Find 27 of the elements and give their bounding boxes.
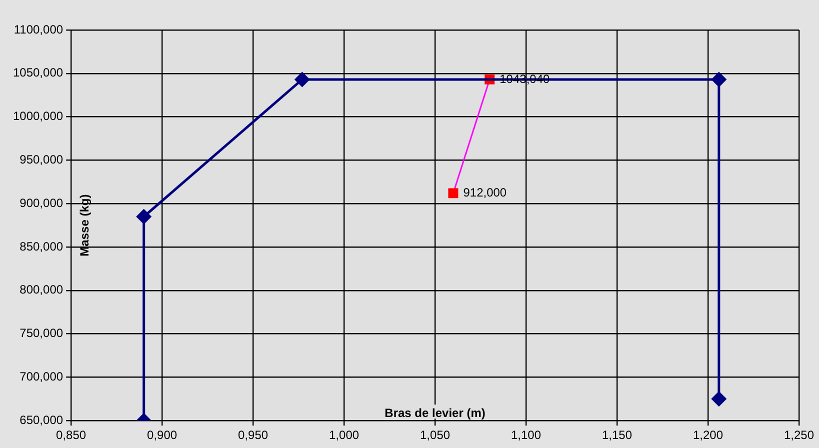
y-tick-label: 850,000 (20, 239, 64, 254)
y-tick-label: 700,000 (20, 370, 64, 384)
y-tick-label: 900,000 (20, 196, 64, 210)
data-label: 1043,040 (500, 72, 550, 86)
x-tick-label: 0,950 (238, 428, 268, 442)
x-tick-label: 1,050 (420, 428, 450, 442)
x-tick-label: 0,850 (56, 428, 86, 442)
point (136, 209, 152, 224)
y-tick-label: 1050,000 (12, 66, 64, 80)
point (294, 72, 310, 87)
x-tick-label: 1,000 (329, 428, 360, 442)
x-tick-label: 1,250 (784, 428, 814, 442)
point (712, 392, 726, 406)
y-tick-label: 1100,000 (14, 22, 64, 36)
y-tick-label: 650,000 (20, 412, 64, 427)
x-tick-label: 1,200 (692, 428, 724, 442)
x-tick-label: 1,100 (511, 428, 542, 442)
data-label: 912,000 (463, 185, 507, 200)
x-axis-title: Bras de levier (m) (384, 406, 486, 420)
x-tick-label: 0,900 (147, 428, 178, 442)
y-tick-label: 750,000 (20, 326, 64, 340)
y-tick-label: 1000,000 (12, 109, 64, 124)
y-tick-label: 950,000 (20, 152, 64, 167)
x-tick-label: 1,150 (602, 428, 632, 442)
point (448, 188, 458, 198)
point (712, 72, 726, 87)
y-tick-label: 800,000 (20, 282, 64, 297)
